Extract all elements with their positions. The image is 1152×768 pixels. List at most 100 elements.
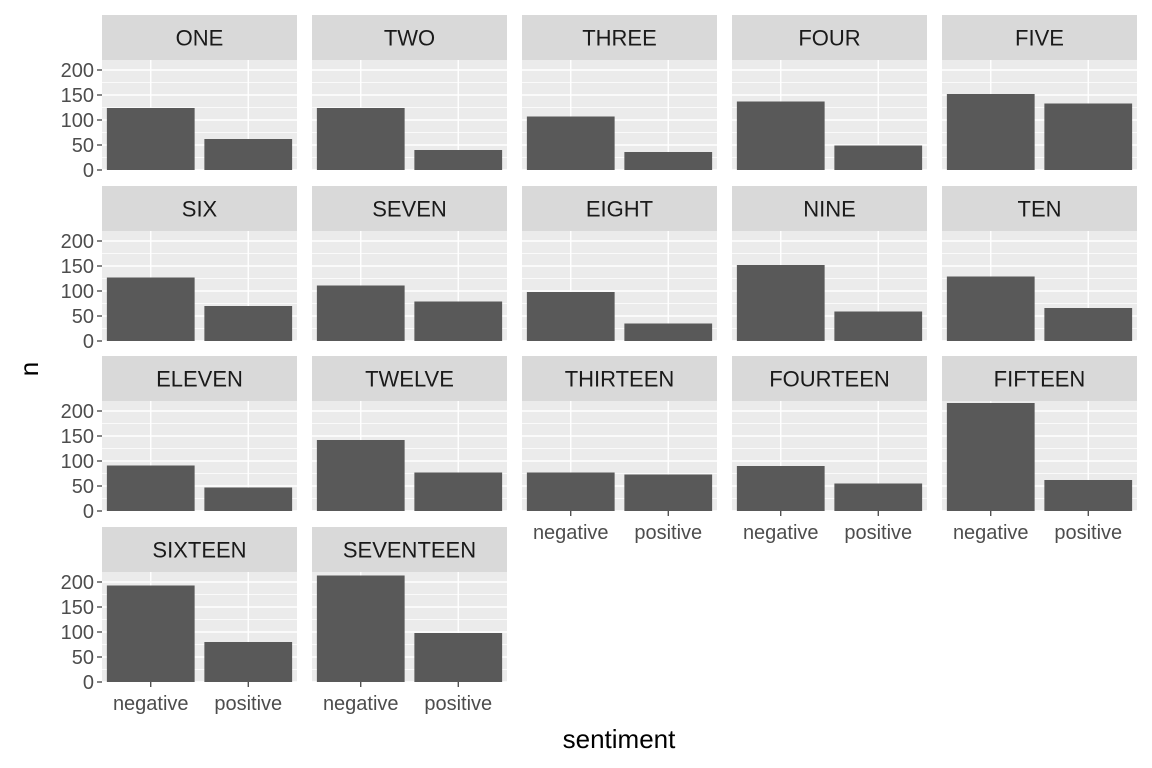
y-tick-label: 200 xyxy=(61,401,94,423)
facet-strip-label: SIXTEEN xyxy=(152,538,246,563)
y-tick-label: 200 xyxy=(61,231,94,253)
facet-strip xyxy=(732,186,927,231)
facet-panel: FIVE xyxy=(942,15,1137,171)
bar-positive xyxy=(1044,308,1133,341)
facet-strip-label: TEN xyxy=(1018,197,1062,222)
x-tick-label: positive xyxy=(844,522,912,544)
facet-strip-label: SEVENTEEN xyxy=(343,538,476,563)
facet-panel: EIGHT xyxy=(522,186,717,342)
x-tick-label: negative xyxy=(953,522,1029,544)
facet-strip-label: FOURTEEN xyxy=(769,367,890,392)
y-tick-label: 0 xyxy=(83,501,94,523)
facet-strip xyxy=(942,186,1137,231)
facet-strip xyxy=(102,527,297,572)
bar-positive xyxy=(834,483,923,511)
bar-positive xyxy=(1044,103,1133,170)
facet-panel: THIRTEEN negative positive xyxy=(522,356,717,544)
facet-panel: ELEVEN 0 50 100 150 200 xyxy=(61,356,297,523)
facet-panel: FIFTEEN negative positive xyxy=(942,356,1137,544)
x-tick-label: negative xyxy=(113,693,189,715)
facet-strip xyxy=(522,356,717,401)
facet-strip-label: NINE xyxy=(803,197,856,222)
facet-strip xyxy=(942,15,1137,60)
facet-strip-label: FOUR xyxy=(798,26,860,51)
facet-panels: ONE 0 50 100 150 200 TWO THREE FOUR FIVE SIX 0 50 100… xyxy=(61,15,1137,715)
bar-positive xyxy=(204,306,293,341)
x-tick-label: positive xyxy=(634,522,702,544)
y-tick-label: 100 xyxy=(61,622,94,644)
x-tick-label: positive xyxy=(1054,522,1122,544)
facet-panel: NINE xyxy=(732,186,927,342)
facet-panel: FOUR xyxy=(732,15,927,171)
facet-strip-label: THIRTEEN xyxy=(565,367,675,392)
y-tick-label: 50 xyxy=(72,476,94,498)
bar-negative xyxy=(316,285,405,341)
bar-negative xyxy=(946,403,1035,511)
facet-strip xyxy=(102,356,297,401)
facet-strip xyxy=(942,356,1137,401)
facet-panel: SEVENTEEN negative positive xyxy=(312,527,507,715)
facet-strip-label: SIX xyxy=(182,197,218,222)
x-tick-label: negative xyxy=(743,522,819,544)
facet-strip-label: SEVEN xyxy=(372,197,447,222)
facet-strip xyxy=(102,15,297,60)
bar-negative xyxy=(736,466,825,511)
bar-positive xyxy=(204,487,293,511)
bar-positive xyxy=(414,150,503,170)
y-tick-label: 100 xyxy=(61,281,94,303)
bar-positive xyxy=(204,642,293,682)
facet-strip-label: ELEVEN xyxy=(156,367,243,392)
bar-negative xyxy=(106,465,195,511)
facet-panel: FOURTEEN negative positive xyxy=(732,356,927,544)
facet-strip xyxy=(102,186,297,231)
bar-positive xyxy=(204,139,293,170)
facet-strip-label: THREE xyxy=(582,26,657,51)
facet-strip-label: FIFTEEN xyxy=(994,367,1086,392)
y-tick-label: 150 xyxy=(61,597,94,619)
facet-panel: SEVEN xyxy=(312,186,507,342)
y-tick-label: 50 xyxy=(72,135,94,157)
bar-negative xyxy=(106,277,195,341)
x-tick-label: positive xyxy=(424,693,492,715)
facet-strip-label: TWO xyxy=(384,26,435,51)
facet-strip xyxy=(522,15,717,60)
bar-positive xyxy=(414,301,503,341)
y-tick-label: 200 xyxy=(61,60,94,82)
facet-panel: TEN xyxy=(942,186,1137,342)
bar-negative xyxy=(316,575,405,682)
facet-strip-label: TWELVE xyxy=(365,367,454,392)
bar-positive xyxy=(1044,480,1133,511)
y-tick-label: 50 xyxy=(72,306,94,328)
facet-panel: ONE 0 50 100 150 200 xyxy=(61,15,297,182)
bar-negative xyxy=(736,265,825,341)
y-axis-title: n xyxy=(14,362,44,376)
bar-positive xyxy=(624,152,713,170)
bar-positive xyxy=(834,311,923,341)
facet-strip xyxy=(732,356,927,401)
y-tick-label: 150 xyxy=(61,256,94,278)
bar-negative xyxy=(736,101,825,170)
y-tick-label: 100 xyxy=(61,451,94,473)
bar-positive xyxy=(414,633,503,682)
facet-panel: SIXTEEN 0 50 100 150 200 negative positive xyxy=(61,527,297,715)
facet-strip-label: FIVE xyxy=(1015,26,1064,51)
facet-panel: SIX 0 50 100 150 200 xyxy=(61,186,297,353)
bar-negative xyxy=(526,472,615,511)
y-tick-label: 0 xyxy=(83,160,94,182)
y-tick-label: 150 xyxy=(61,426,94,448)
bar-negative xyxy=(526,292,615,341)
y-tick-label: 0 xyxy=(83,331,94,353)
facet-strip xyxy=(312,15,507,60)
facet-strip-label: EIGHT xyxy=(586,197,653,222)
x-tick-label: negative xyxy=(323,693,399,715)
bar-negative xyxy=(316,440,405,511)
bar-negative xyxy=(106,585,195,682)
facet-panel: TWO xyxy=(312,15,507,171)
y-tick-label: 50 xyxy=(72,647,94,669)
bar-negative xyxy=(316,108,405,170)
facet-panel: THREE xyxy=(522,15,717,171)
y-tick-label: 200 xyxy=(61,572,94,594)
bar-negative xyxy=(526,116,615,170)
bar-positive xyxy=(624,474,713,511)
